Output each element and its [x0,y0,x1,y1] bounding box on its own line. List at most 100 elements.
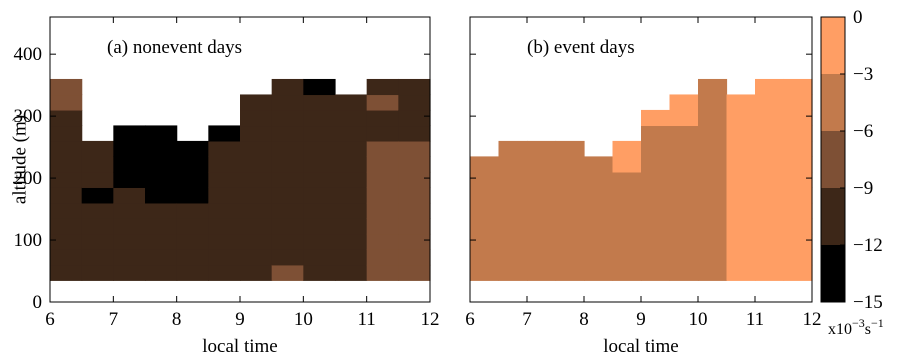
heatmap-cell [398,171,431,188]
heatmap-cell [555,218,585,235]
heatmap-cell [612,249,642,266]
heatmap-cell [208,233,241,250]
heatmap-cell [50,187,83,204]
heatmap-cell [698,233,728,250]
heatmap-cell [335,264,368,281]
heatmap-cell [335,171,368,188]
heatmap-cell [669,109,699,127]
heatmap-cell [303,249,336,266]
heatmap-cell [555,171,585,188]
heatmap-cell [726,264,756,281]
heatmap-cell [470,202,500,219]
heatmap-cell [113,218,146,235]
heatmap-cell [612,171,642,188]
x-tick-label: 7 [109,309,119,330]
heatmap-cell [50,140,83,157]
heatmap-cell [366,264,399,281]
heatmap-cell [755,140,785,157]
colorbar-unit-seconds-exponent: −1 [871,316,884,330]
heatmap-cell [240,233,273,250]
heatmap-cell [584,202,614,219]
colorbar-tick-label: 0 [853,7,863,28]
heatmap-cell [755,249,785,266]
colorbar-band [821,188,845,246]
heatmap-cell [366,109,399,127]
y-axis-label: altitude (m) [9,115,30,204]
heatmap-cell [113,187,146,204]
heatmap-cell [303,233,336,250]
heatmap-cell [498,264,528,281]
heatmap-cell [527,187,557,204]
heatmap-cell [271,78,304,96]
heatmap-cell [366,140,399,157]
heatmap-cell [303,78,336,96]
heatmap-cell [366,156,399,173]
heatmap-cell [783,171,813,188]
heatmap-cell [50,94,83,111]
heatmap-cell [498,140,528,157]
heatmap-cell [113,140,146,157]
heatmap-cell [527,140,557,157]
colorbar-band [821,17,845,75]
heatmap-cell [726,233,756,250]
heatmap-cell [366,233,399,250]
heatmap-cell [726,171,756,188]
heatmap-cell [755,109,785,127]
heatmap-cell [208,140,241,157]
heatmap-cell [612,218,642,235]
heatmap-cell [398,264,431,281]
heatmap-cell [303,218,336,235]
heatmap-cell [240,218,273,235]
heatmap-cell [271,171,304,188]
heatmap-cell [470,233,500,250]
heatmap-cell [398,125,431,142]
heatmap-cell [470,218,500,235]
colorbar-frame [820,16,846,303]
heatmap-cell [527,218,557,235]
heatmap-cell [81,171,114,188]
heatmap-cell [366,202,399,219]
x-axis-nonevent: 6 7 8 9 10 11 12 [45,17,440,330]
heatmap-cell [783,109,813,127]
heatmap-cell [398,94,431,111]
heatmap-cell [145,233,178,250]
heatmap-cell [303,94,336,111]
heatmap-cell [783,202,813,219]
x-tick-label: 9 [235,309,245,330]
heatmap-cell [669,171,699,188]
heatmap-cell [398,233,431,250]
heatmap-cell [50,109,83,127]
heatmap-cell [726,218,756,235]
heatmap-cell [113,233,146,250]
heatmap-cell [669,218,699,235]
heatmap-cell [145,156,178,173]
heatmap-cell [498,202,528,219]
heatmap-cell [470,171,500,188]
heatmap-cell [755,218,785,235]
y-tick-label: 0 [33,292,43,313]
heatmap-cell [50,249,83,266]
heatmap-cell [303,187,336,204]
heatmap-cell [366,187,399,204]
heatmap-cells-nonevent [50,78,431,281]
heatmap-cell [555,202,585,219]
heatmap-cell [50,202,83,219]
heatmap-cell [783,125,813,142]
heatmap-cell [335,109,368,127]
heatmap-cell [641,264,671,281]
heatmap-cell [584,218,614,235]
heatmap-cell [398,78,431,96]
heatmap-cell [755,125,785,142]
heatmap-cell [240,171,273,188]
heatmap-cell [527,264,557,281]
heatmap-cell [698,249,728,266]
heatmap-cell [698,125,728,142]
heatmap-cell [335,187,368,204]
colorbar-unit-exponent: −3 [852,316,865,330]
heatmap-cell [240,94,273,111]
colorbar-unit-label: x10−3s−1 [828,316,884,338]
heatmap-cell [555,187,585,204]
heatmap-cell [669,94,699,111]
heatmap-cell [240,249,273,266]
